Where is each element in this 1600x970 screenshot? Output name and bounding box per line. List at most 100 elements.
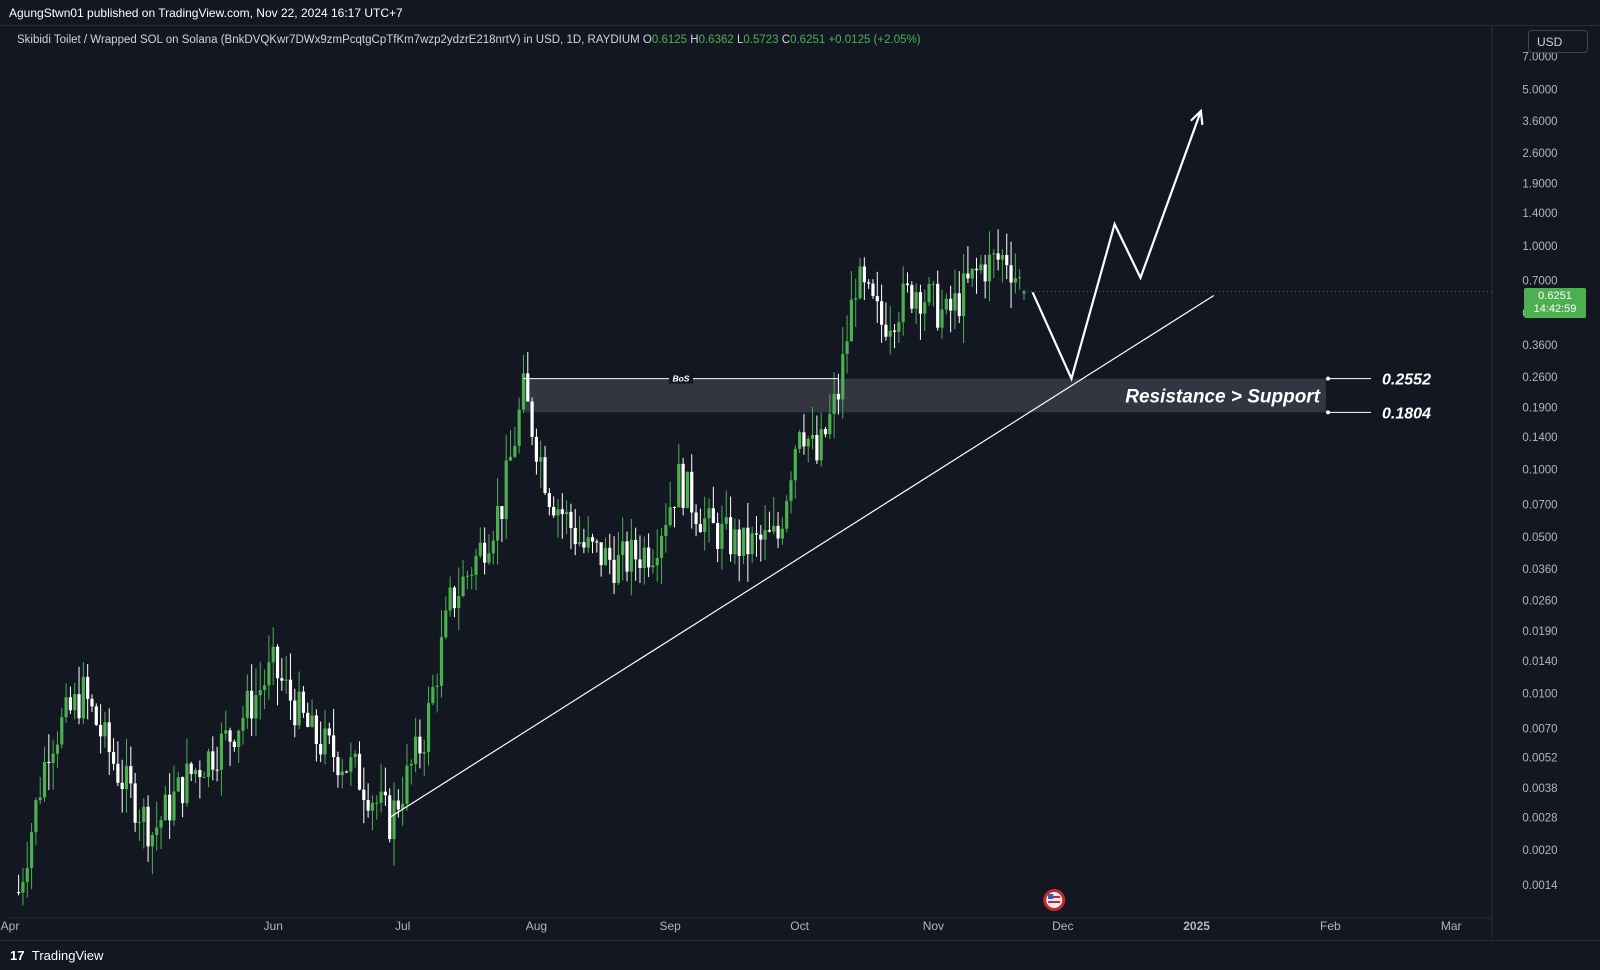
candle-body <box>288 679 293 701</box>
candle-body <box>103 722 107 737</box>
y-tick-label: 0.0020 <box>1522 845 1557 857</box>
candle-body <box>224 730 228 734</box>
candle-body <box>219 733 224 770</box>
chart-area[interactable] <box>10 26 1590 938</box>
zone-bottom-price: 0.1804 <box>1382 405 1431 422</box>
candle-body <box>452 587 457 609</box>
y-tick-label: 0.0070 <box>1522 723 1557 735</box>
candle-body <box>608 547 612 560</box>
candle-body <box>819 429 823 461</box>
x-tick-label: Feb <box>1320 919 1341 933</box>
candle-body <box>314 715 318 744</box>
candle-body <box>927 283 931 303</box>
projection-arrowhead <box>1190 108 1204 126</box>
candle-body <box>25 868 29 883</box>
candle-body <box>111 752 116 764</box>
candle-body <box>86 676 90 699</box>
candle-body <box>629 539 633 572</box>
candle-body <box>612 559 616 583</box>
candle-body <box>923 302 927 314</box>
candle-body <box>211 751 215 770</box>
candle-body <box>323 728 327 755</box>
candle-body <box>854 298 858 300</box>
candle-body <box>418 736 422 754</box>
candle-body <box>495 506 500 541</box>
candle-body <box>655 557 659 566</box>
candle-body <box>1000 255 1005 260</box>
candle-body <box>483 542 487 563</box>
candle-body <box>21 882 25 893</box>
y-tick-label: 5.0000 <box>1522 84 1557 96</box>
candle-body <box>107 722 111 753</box>
candle-body <box>936 283 940 328</box>
candle-body <box>370 802 375 811</box>
candle-body <box>17 892 21 894</box>
candle-body <box>556 509 560 516</box>
candle-body <box>940 309 944 328</box>
candle-body <box>966 273 970 279</box>
candle-body <box>603 547 608 566</box>
us-event-icon-canton <box>1048 894 1054 899</box>
candle-body <box>310 715 314 727</box>
candle-body <box>340 771 344 776</box>
x-tick-label: Apr <box>1 919 20 933</box>
open-value: 0.6125 <box>651 34 688 46</box>
zone-label: Resistance > Support <box>1125 386 1320 407</box>
candle-body <box>42 761 47 798</box>
candle-body <box>961 273 966 317</box>
candle-body <box>116 763 120 783</box>
candle-body <box>392 800 396 840</box>
y-tick-label: 1.4000 <box>1522 208 1557 220</box>
change-value: +0.0125 (+2.05%) <box>828 34 921 46</box>
x-tick-label: Oct <box>790 919 809 933</box>
candle-body <box>379 791 383 803</box>
y-tick-label: 0.0100 <box>1522 689 1557 701</box>
candle-body <box>785 500 789 529</box>
candle-body <box>29 832 34 869</box>
candle-body <box>478 542 482 556</box>
bos-label: BoS <box>672 374 689 384</box>
candle-body <box>996 253 1000 260</box>
open-label: O <box>642 34 652 46</box>
candle-body <box>750 533 754 555</box>
candle-body <box>806 438 810 447</box>
us-event-icon-stripe <box>1048 896 1061 898</box>
candle-body <box>202 776 206 778</box>
brand-name[interactable]: TradingView <box>31 948 104 963</box>
candle-body <box>720 523 724 549</box>
candle-body <box>60 717 64 745</box>
candle-body <box>716 523 720 549</box>
candle-body <box>901 283 905 323</box>
candle-body <box>241 717 245 731</box>
candle-body <box>383 791 387 796</box>
y-tick-label: 7.0000 <box>1522 52 1557 64</box>
candle-body <box>534 436 539 462</box>
candle-body <box>293 700 297 726</box>
candle-body <box>47 761 51 764</box>
candle-body <box>677 463 681 508</box>
candle-body <box>647 547 651 568</box>
candle-body <box>776 525 780 539</box>
candle-body <box>142 806 146 822</box>
currency-selector[interactable]: USD <box>1528 30 1588 53</box>
y-tick-label: 0.2600 <box>1522 372 1557 384</box>
candle-body <box>465 575 469 577</box>
candle-body <box>992 253 996 255</box>
candle-body <box>759 534 763 540</box>
candle-body <box>741 527 746 556</box>
candle-body <box>245 690 249 718</box>
symbol-legend: Skibidi Toilet / Wrapped SOL on Solana (… <box>17 34 921 46</box>
candle-body <box>90 698 94 707</box>
price-chart[interactable]: 7.0000 5.0000 3.6000 2.6000 1.9000 1.4000 1.00… <box>0 0 1600 940</box>
candle-body <box>297 691 301 726</box>
candle-body <box>401 803 405 810</box>
candle-body <box>560 509 564 515</box>
x-tick-label: Nov <box>923 919 944 933</box>
candle-body <box>409 763 413 766</box>
candle-body <box>448 587 452 611</box>
candle-body <box>198 770 202 778</box>
y-tick-label: 0.0028 <box>1522 812 1557 824</box>
candle-body <box>539 457 543 462</box>
tradingview-logo-icon[interactable]: 17 <box>10 948 25 963</box>
candle-body <box>155 827 159 836</box>
